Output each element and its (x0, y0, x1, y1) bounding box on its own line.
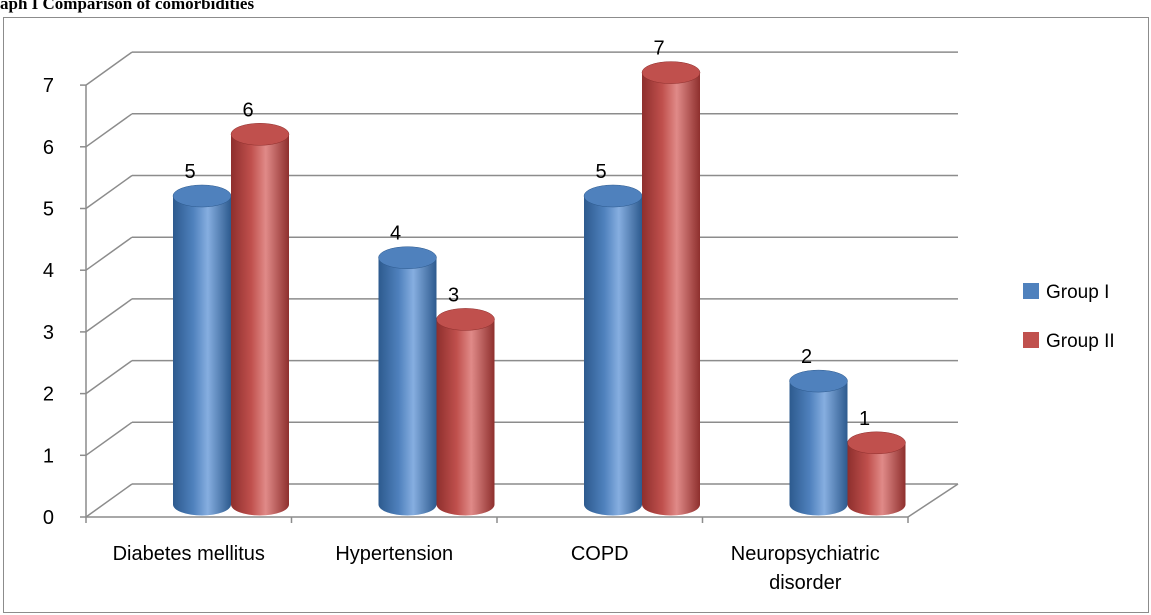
y-tick-label: 5 (43, 199, 54, 221)
legend-label: Group I (1046, 282, 1109, 303)
bar-top (436, 308, 495, 331)
chart-caption: aph I Comparison of comorbidities (0, 0, 255, 13)
side-gridline (85, 113, 133, 148)
axes: 0 1 2 3 4 5 6 7 Diabetes mellitus Hypertension COP… (43, 75, 959, 594)
side-gridline (85, 174, 133, 210)
side-gridline (85, 359, 133, 395)
bar-body (584, 196, 642, 516)
bar-top (230, 123, 290, 146)
bar-top (172, 184, 232, 208)
side-gridline (85, 51, 133, 86)
data-labels: 5 4 5 2 6 3 7 1 (184, 38, 870, 430)
side-gridline (85, 483, 133, 518)
bar-body (231, 134, 289, 516)
data-label: 1 (859, 408, 870, 430)
bar-top (641, 61, 701, 84)
bar (172, 184, 232, 516)
x-tick-label: COPD (571, 543, 629, 565)
x-tick-label: Hypertension (335, 543, 453, 565)
data-label: 3 (448, 284, 459, 306)
bar (847, 431, 906, 516)
bar-body (436, 319, 495, 516)
y-tick-label: 3 (43, 322, 54, 344)
data-label: 5 (595, 161, 606, 183)
bars (172, 61, 906, 516)
x-tick-label: Neuropsychiatric disorder (731, 543, 880, 594)
data-label: 4 (390, 223, 401, 245)
bar-body (173, 196, 231, 516)
bar (230, 123, 290, 516)
legend-swatch (1023, 283, 1039, 299)
y-tick-label: 2 (43, 384, 54, 406)
y-tick-label: 4 (43, 260, 54, 282)
y-tick-label: 0 (43, 507, 54, 529)
side-gridline (85, 298, 133, 333)
bar-body (378, 257, 437, 516)
x-tick-label: Diabetes mellitus (113, 543, 265, 565)
legend-label: Group II (1046, 331, 1115, 352)
data-label: 5 (184, 161, 195, 183)
bar-top (847, 431, 906, 455)
floor-edge (907, 483, 959, 518)
bar (378, 246, 437, 516)
data-label: 7 (653, 38, 664, 60)
bar-top (789, 369, 848, 393)
bar-body (789, 381, 848, 516)
bar-top (378, 246, 437, 269)
data-label: 6 (242, 99, 253, 121)
bar-body (642, 72, 700, 516)
data-label: 2 (801, 346, 812, 368)
bar-top (583, 184, 643, 208)
bar (583, 184, 643, 516)
bar (436, 308, 495, 516)
side-gridline (85, 236, 133, 271)
bar (641, 61, 701, 516)
y-tick-label: 1 (43, 445, 54, 467)
legend-swatch (1023, 332, 1039, 348)
y-tick-label: 6 (43, 137, 54, 159)
side-gridline (85, 421, 133, 456)
y-tick-label: 7 (43, 75, 54, 97)
bar-body (847, 442, 906, 516)
bar (789, 369, 848, 516)
legend: Group I Group II (1023, 282, 1115, 352)
